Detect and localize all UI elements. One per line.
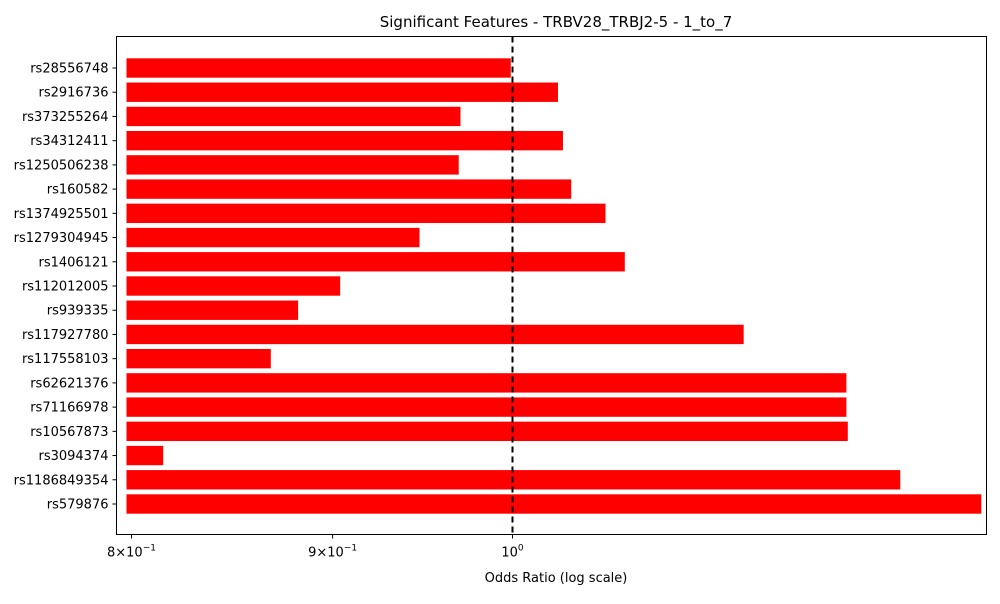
x-tick-label: 8×10−1 [107,544,156,561]
y-tick-label: rs939335 [47,304,109,319]
y-tick-label: rs1279304945 [14,231,109,246]
bar-rs117927780 [126,324,744,345]
bar-rs1406121 [126,252,625,272]
bar-rs160582 [126,179,572,199]
x-tick-label: 9×10−1 [308,544,357,561]
x-axis-ticks: 8×10−1 9×10−1 100 [107,534,524,561]
bar-rs117558103 [126,348,271,369]
bar-rs1279304945 [126,227,420,248]
bar-rs579876 [126,494,982,514]
bar-rs71166978 [126,397,847,417]
y-tick-label: rs112012005 [22,280,109,295]
bar-rs1250506238 [126,155,459,175]
y-tick-label: rs1406121 [38,255,108,270]
bar-rs2916736 [126,82,558,102]
y-tick-label: rs117927780 [22,328,109,343]
x-axis-label: Odds Ratio (log scale) [485,571,628,586]
y-tick-label: rs160582 [47,183,109,198]
bar-rs939335 [126,300,299,320]
y-tick-label: rs1374925501 [14,207,109,222]
y-tick-label: rs117558103 [22,352,109,367]
bar-rs112012005 [126,276,341,296]
y-tick-label: rs3094374 [38,449,108,464]
y-tick-label: rs10567873 [30,425,108,440]
plot-frame [116,36,987,535]
bar-rs373255264 [126,106,461,127]
bar-rs10567873 [126,421,848,442]
bar-rs3094374 [126,445,164,466]
y-tick-label: rs62621376 [30,376,108,391]
x-tick-label: 100 [501,544,524,561]
y-tick-label: rs1186849354 [14,473,109,488]
bar-rs1374925501 [126,203,606,224]
chart-title: Significant Features - TRBV28_TRBJ2-5 - … [380,13,733,32]
y-tick-label: rs28556748 [30,62,108,77]
bars-group [126,58,982,514]
y-tick-label: rs71166978 [30,401,108,416]
y-tick-label: rs373255264 [22,110,109,125]
y-tick-label: rs34312411 [30,134,108,149]
y-tick-label: rs1250506238 [14,158,109,173]
bar-rs28556748 [126,58,511,78]
y-tick-label: rs2916736 [38,86,108,101]
bar-rs34312411 [126,130,563,151]
y-tick-label: rs579876 [47,498,109,513]
y-axis-ticks: rs28556748 rs2916736 rs373255264 rs34312411… [14,62,117,513]
bar-rs62621376 [126,373,847,393]
